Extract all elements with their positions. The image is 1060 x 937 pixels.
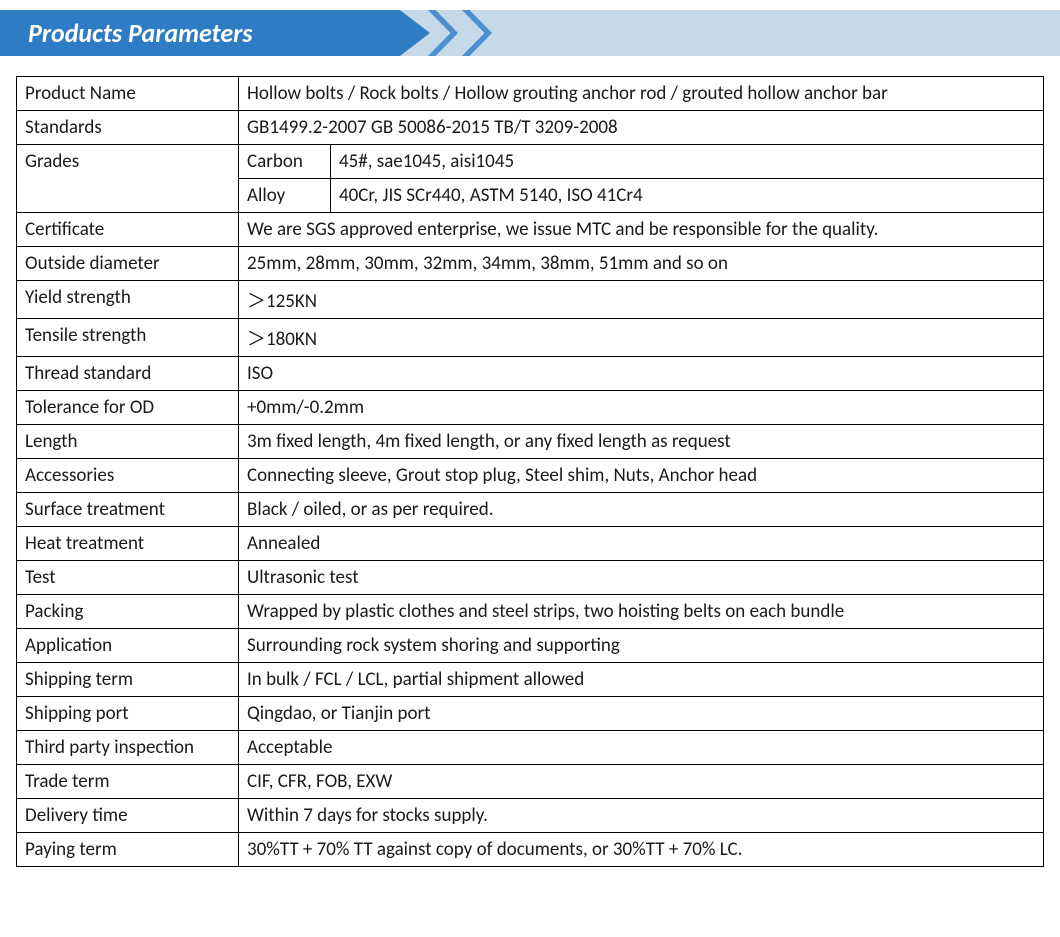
table-row: ApplicationSurrounding rock system shori… [17,629,1044,663]
table-row: Tolerance for OD+0mm/-0.2mm [17,391,1044,425]
param-sublabel: Carbon [239,145,331,179]
param-label: Heat treatment [17,527,239,561]
table-row: Paying term30%TT + 70% TT against copy o… [17,833,1044,867]
table-row: Shipping termIn bulk / FCL / LCL, partia… [17,663,1044,697]
param-value: ＞180KN [239,319,1044,357]
param-value: Ultrasonic test [239,561,1044,595]
param-label: Certificate [17,213,239,247]
table-row: Trade termCIF, CFR, FOB, EXW [17,765,1044,799]
param-label: Grades [17,145,239,213]
header-chevrons [428,10,492,56]
parameters-table: Product NameHollow bolts / Rock bolts / … [16,76,1044,867]
table-row: Tensile strength＞180KN [17,319,1044,357]
param-label: Length [17,425,239,459]
table-row: Product NameHollow bolts / Rock bolts / … [17,77,1044,111]
header-title-text: Products Parameters [28,17,253,49]
param-value: 30%TT + 70% TT against copy of documents… [239,833,1044,867]
param-label: Product Name [17,77,239,111]
table-row: Heat treatmentAnnealed [17,527,1044,561]
param-label: Tolerance for OD [17,391,239,425]
param-label: Thread standard [17,357,239,391]
table-row: Delivery timeWithin 7 days for stocks su… [17,799,1044,833]
param-label: Test [17,561,239,595]
table-row: PackingWrapped by plastic clothes and st… [17,595,1044,629]
table-row: Surface treatmentBlack / oiled, or as pe… [17,493,1044,527]
param-value: ＞125KN [239,281,1044,319]
param-value: 45#, sae1045, aisi1045 [331,145,1044,179]
param-label: Delivery time [17,799,239,833]
header-title: Products Parameters [0,10,430,56]
table-row: Length3m fixed length, 4m fixed length, … [17,425,1044,459]
parameters-table-wrap: Product NameHollow bolts / Rock bolts / … [0,56,1060,883]
param-label: Tensile strength [17,319,239,357]
param-value: We are SGS approved enterprise, we issue… [239,213,1044,247]
table-row: Yield strength＞125KN [17,281,1044,319]
table-row: StandardsGB1499.2-2007 GB 50086-2015 TB/… [17,111,1044,145]
table-row: CertificateWe are SGS approved enterpris… [17,213,1044,247]
param-label: Third party inspection [17,731,239,765]
table-row: GradesCarbon45#, sae1045, aisi1045 [17,145,1044,179]
param-value: CIF, CFR, FOB, EXW [239,765,1044,799]
table-row: TestUltrasonic test [17,561,1044,595]
header-bar-fill [492,10,1060,56]
param-label: Application [17,629,239,663]
param-value: +0mm/-0.2mm [239,391,1044,425]
header-bar: Products Parameters [0,10,1060,56]
param-value: Connecting sleeve, Grout stop plug, Stee… [239,459,1044,493]
table-row: Outside diameter25mm, 28mm, 30mm, 32mm, … [17,247,1044,281]
table-row: Thread standardISO [17,357,1044,391]
param-value: Hollow bolts / Rock bolts / Hollow grout… [239,77,1044,111]
param-label: Accessories [17,459,239,493]
param-value: Annealed [239,527,1044,561]
param-value: Wrapped by plastic clothes and steel str… [239,595,1044,629]
param-value: GB1499.2-2007 GB 50086-2015 TB/T 3209-20… [239,111,1044,145]
param-value: Black / oiled, or as per required. [239,493,1044,527]
param-value: In bulk / FCL / LCL, partial shipment al… [239,663,1044,697]
table-row: AccessoriesConnecting sleeve, Grout stop… [17,459,1044,493]
chevron-icon [428,10,458,56]
param-label: Outside diameter [17,247,239,281]
table-row: Third party inspectionAcceptable [17,731,1044,765]
table-row: Shipping portQingdao, or Tianjin port [17,697,1044,731]
param-label: Yield strength [17,281,239,319]
param-label: Shipping port [17,697,239,731]
param-value: 25mm, 28mm, 30mm, 32mm, 34mm, 38mm, 51mm… [239,247,1044,281]
param-value: Surrounding rock system shoring and supp… [239,629,1044,663]
param-label: Paying term [17,833,239,867]
param-label: Packing [17,595,239,629]
param-value: ISO [239,357,1044,391]
param-label: Shipping term [17,663,239,697]
chevron-icon [462,10,492,56]
param-label: Surface treatment [17,493,239,527]
param-label: Trade term [17,765,239,799]
param-sublabel: Alloy [239,179,331,213]
param-value: Acceptable [239,731,1044,765]
param-value: Qingdao, or Tianjin port [239,697,1044,731]
param-label: Standards [17,111,239,145]
param-value: Within 7 days for stocks supply. [239,799,1044,833]
param-value: 3m fixed length, 4m fixed length, or any… [239,425,1044,459]
param-value: 40Cr, JIS SCr440, ASTM 5140, ISO 41Cr4 [331,179,1044,213]
